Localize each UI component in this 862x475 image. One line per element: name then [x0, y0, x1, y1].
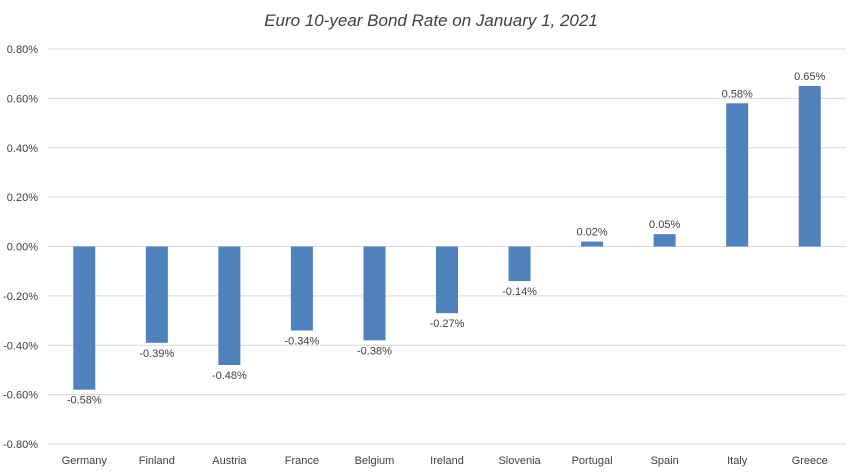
y-tick-label: 0.60%: [7, 93, 38, 105]
data-label: 0.02%: [576, 227, 607, 239]
bar: [726, 103, 749, 247]
x-category-label: Portugal: [572, 455, 613, 467]
bar: [73, 246, 96, 390]
bar: [581, 241, 604, 247]
bars: [73, 86, 821, 390]
x-category-label: Spain: [651, 455, 679, 467]
bar: [653, 234, 676, 247]
bar: [290, 246, 313, 331]
x-category-label: Ireland: [430, 455, 464, 467]
data-label: -0.34%: [284, 335, 319, 347]
bar: [798, 86, 821, 247]
y-tick-label: 0.80%: [7, 44, 38, 56]
x-category-label: Austria: [212, 455, 247, 467]
data-label: -0.39%: [139, 348, 174, 360]
bar: [508, 246, 531, 282]
data-label: -0.58%: [67, 395, 102, 407]
x-axis-category-labels: Germany Finland Austria France Belgium Irelan…: [62, 455, 828, 467]
data-label: 0.05%: [649, 219, 680, 231]
x-category-label: Greece: [792, 455, 828, 467]
y-tick-label: -0.80%: [3, 439, 38, 451]
x-category-label: France: [285, 455, 319, 467]
x-category-label: Italy: [727, 455, 748, 467]
x-category-label: Germany: [62, 455, 108, 467]
data-label: -0.27%: [430, 318, 465, 330]
bar: [218, 246, 241, 365]
x-category-label: Slovenia: [498, 455, 541, 467]
data-label: -0.14%: [502, 286, 537, 298]
y-tick-label: -0.20%: [3, 291, 38, 303]
y-tick-label: -0.40%: [3, 340, 38, 352]
data-labels: -0.58% -0.39% -0.48% -0.34% -0.38% -0.27% -0.1…: [67, 71, 826, 407]
chart-title: Euro 10-year Bond Rate on January 1, 202…: [264, 11, 598, 30]
data-label: 0.65%: [794, 71, 825, 83]
x-category-label: Finland: [139, 455, 175, 467]
data-label: 0.58%: [722, 88, 753, 100]
bar: [436, 246, 458, 314]
bar: [145, 246, 168, 343]
data-label: -0.38%: [357, 345, 392, 357]
y-tick-label: -0.60%: [3, 390, 38, 402]
y-tick-label: 0.40%: [7, 143, 38, 155]
bar: [363, 246, 386, 341]
y-tick-label: 0.00%: [7, 242, 38, 254]
y-axis-tick-labels: 0.80% 0.60% 0.40% 0.20% 0.00% -0.20% -0.40% -0.…: [3, 44, 38, 451]
data-label: -0.48%: [212, 370, 247, 382]
y-tick-label: 0.20%: [7, 192, 38, 204]
x-category-label: Belgium: [355, 455, 395, 467]
